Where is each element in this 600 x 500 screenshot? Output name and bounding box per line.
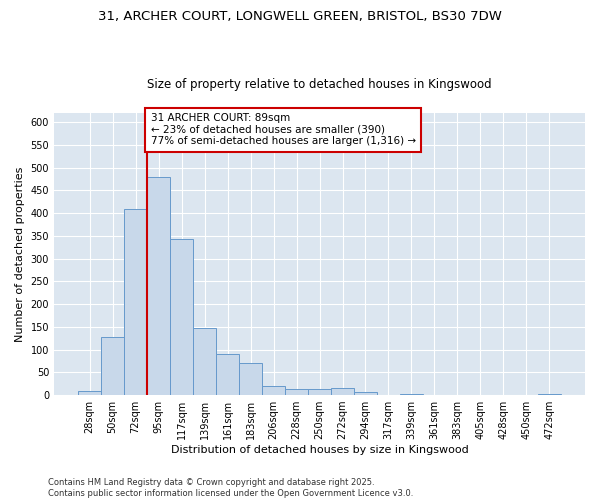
Bar <box>147 176 170 395</box>
Bar <box>262 386 285 395</box>
Bar <box>193 328 216 395</box>
X-axis label: Distribution of detached houses by size in Kingswood: Distribution of detached houses by size … <box>170 445 469 455</box>
Bar <box>400 394 423 395</box>
Bar <box>285 388 308 395</box>
Text: 31 ARCHER COURT: 89sqm
← 23% of detached houses are smaller (390)
77% of semi-de: 31 ARCHER COURT: 89sqm ← 23% of detached… <box>151 113 416 146</box>
Bar <box>124 208 147 395</box>
Text: 31, ARCHER COURT, LONGWELL GREEN, BRISTOL, BS30 7DW: 31, ARCHER COURT, LONGWELL GREEN, BRISTO… <box>98 10 502 23</box>
Bar <box>101 337 124 395</box>
Bar <box>538 394 561 395</box>
Bar <box>331 388 354 395</box>
Bar <box>308 389 331 395</box>
Bar <box>239 363 262 395</box>
Y-axis label: Number of detached properties: Number of detached properties <box>15 166 25 342</box>
Text: Contains HM Land Registry data © Crown copyright and database right 2025.
Contai: Contains HM Land Registry data © Crown c… <box>48 478 413 498</box>
Bar <box>354 392 377 395</box>
Bar <box>78 392 101 395</box>
Bar <box>170 239 193 395</box>
Bar <box>216 354 239 395</box>
Title: Size of property relative to detached houses in Kingswood: Size of property relative to detached ho… <box>147 78 492 91</box>
